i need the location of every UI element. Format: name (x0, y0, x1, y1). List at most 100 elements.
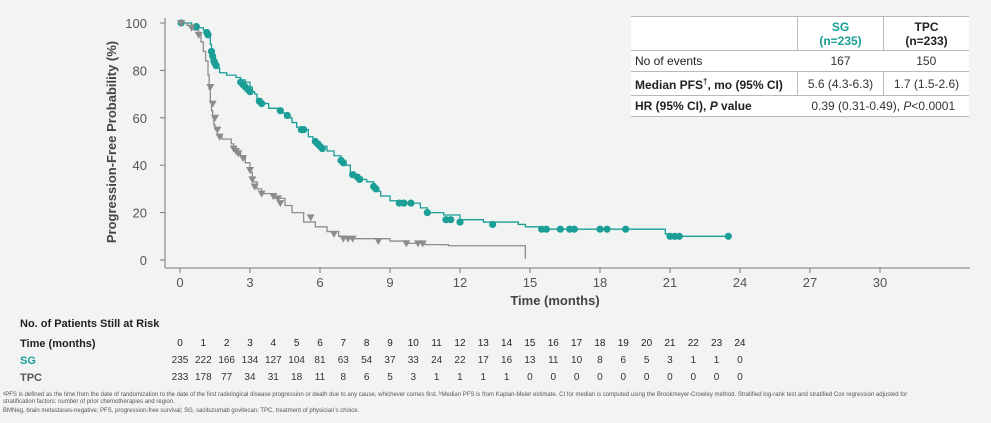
risk-tpc-4: 31 (267, 372, 279, 383)
hr-label-p: P (709, 99, 718, 113)
censor-tpc-2 (194, 31, 203, 39)
risk-time-8: 8 (363, 338, 370, 349)
risk-sg-6: 81 (314, 355, 326, 366)
risk-sg-4: 127 (264, 355, 282, 366)
censor-sg-34 (423, 209, 431, 217)
censor-tpc-12 (246, 166, 254, 174)
x-tick-label-30: 30 (873, 275, 887, 290)
x-tick-label-27: 27 (803, 275, 817, 290)
risk-label-tpc: TPC (20, 372, 42, 384)
censor-sg-40 (542, 225, 550, 233)
censor-sg-45 (603, 225, 611, 233)
risk-sg-3: 134 (241, 355, 259, 366)
risk-sg-12: 22 (454, 355, 466, 366)
sg-name: SG (831, 19, 850, 34)
censor-tpc-4 (208, 100, 217, 108)
x-tick-label-0: 0 (176, 275, 183, 290)
summary-header-empty (631, 16, 798, 51)
tpc-name: TPC (914, 19, 939, 34)
risk-time-23: 23 (711, 338, 723, 349)
censor-sg-37 (456, 218, 464, 226)
censor-tpc-23 (348, 235, 357, 243)
censor-sg-28 (356, 175, 364, 184)
x-tick-label-3: 3 (246, 275, 253, 290)
risk-sg-10: 33 (407, 355, 419, 366)
hr-value-p: P (903, 99, 912, 113)
censor-sg-3 (204, 31, 212, 39)
chart-axes (160, 18, 970, 273)
risk-time-3: 3 (247, 338, 253, 349)
x-tick-label-24: 24 (733, 275, 747, 290)
risk-sg-22: 1 (690, 355, 697, 366)
risk-sg-0: 235 (171, 355, 189, 366)
risk-time-1: 1 (200, 338, 207, 349)
risk-time-6: 6 (317, 338, 323, 349)
censor-sg-49 (675, 232, 683, 240)
risk-tpc-6: 11 (314, 372, 326, 383)
summary-row-hr: HR (95% CI), P value 0.39 (0.31-0.49), P… (631, 95, 969, 117)
censor-tpc-13 (248, 176, 257, 184)
risk-tpc-8: 6 (363, 372, 370, 383)
censor-sg-50 (724, 232, 732, 240)
median-label-sup: † (703, 77, 708, 86)
hr-value-text: 0.39 (0.31-0.49), (811, 99, 904, 113)
x-tick-label-9: 9 (386, 275, 393, 290)
risk-sg-9: 37 (384, 355, 396, 366)
y-tick-label-60: 60 (133, 111, 147, 126)
risk-time-16: 16 (547, 338, 559, 349)
x-tick-label-21: 21 (663, 275, 677, 290)
risk-sg-16: 11 (548, 355, 559, 366)
censor-tpc-25 (402, 240, 411, 248)
risk-sg-23: 1 (713, 355, 720, 366)
censor-sg-38 (489, 220, 497, 229)
censor-sg-41 (556, 225, 564, 233)
footnote-line-2: stratification factors: number of prior … (3, 399, 175, 405)
censor-tpc-5 (211, 114, 219, 122)
median-label-suffix: , mo (95% CI) (707, 78, 783, 92)
censor-sg-36 (447, 216, 455, 224)
censor-tpc-0 (177, 20, 186, 27)
summary-header-row: SG (n=235) TPC (n=233) (631, 16, 969, 51)
censor-tpc-10 (234, 150, 243, 158)
censor-tpc-20 (330, 230, 338, 238)
risk-tpc-13: 1 (480, 372, 487, 383)
censor-sg-15 (258, 99, 266, 108)
censor-tpc-16 (269, 193, 278, 201)
risk-time-12: 12 (454, 338, 466, 349)
censor-sg-17 (283, 111, 291, 120)
risk-table-title: No. of Patients Still at Risk (20, 318, 160, 330)
risk-tpc-21: 0 (667, 372, 673, 383)
censor-sg-33 (407, 199, 415, 207)
x-axis-title: Time (months) (510, 293, 599, 308)
risk-sg-11: 24 (431, 355, 443, 366)
censor-sg-30 (372, 185, 380, 193)
summary-row-median: Median PFS†, mo (95% CI) 5.6 (4.3-6.3) 1… (631, 71, 969, 96)
footnote-line-1: ᵃPFS is defined as the time from the dat… (3, 392, 908, 398)
summary-header-tpc: TPC (n=233) (883, 16, 969, 51)
censor-sg-23 (318, 145, 326, 153)
hr-label-end: value (717, 99, 752, 113)
risk-sg-14: 16 (501, 355, 513, 366)
censor-sg-13 (246, 88, 254, 96)
risk-tpc-20: 0 (643, 372, 650, 383)
censor-tpc-3 (206, 83, 215, 91)
risk-tpc-22: 0 (690, 372, 697, 383)
censor-tpc-14 (250, 183, 259, 191)
y-tick-label-0: 0 (140, 253, 147, 268)
median-label-text: Median PFS (635, 78, 704, 92)
risk-tpc-1: 178 (194, 372, 212, 383)
risk-tpc-11: 1 (433, 372, 440, 383)
y-axis-title: Progression-Free Probability (%) (104, 41, 119, 243)
risk-tpc-15: 0 (527, 372, 533, 383)
risk-tpc-19: 0 (620, 372, 627, 383)
censor-tpc-6 (213, 126, 222, 134)
censor-markers (177, 19, 732, 248)
risk-time-14: 14 (501, 338, 513, 349)
censor-sg-46 (622, 225, 630, 233)
tick-labels: 0 3 6 9 12 15 18 21 24 27 30 0 20 40 60 80 100 (125, 16, 887, 290)
censor-tpc-15 (257, 190, 266, 198)
x-tick-label-15: 15 (523, 275, 537, 290)
y-tick-label-100: 100 (125, 16, 147, 31)
risk-time-17: 17 (571, 338, 583, 349)
risk-tpc-5: 18 (291, 372, 303, 383)
